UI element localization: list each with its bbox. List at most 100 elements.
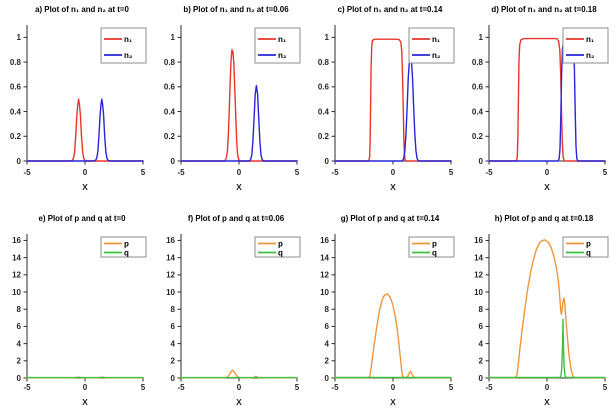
svg-text:8: 8 — [171, 305, 176, 314]
svg-text:5: 5 — [295, 383, 300, 392]
subplot-e-title: e) Plot of p and q at t=0 — [38, 214, 126, 223]
svg-text:0.8: 0.8 — [164, 58, 176, 67]
svg-text:0.2: 0.2 — [318, 132, 330, 141]
svg-text:p: p — [124, 239, 129, 248]
svg-text:1: 1 — [171, 33, 176, 42]
svg-text:10: 10 — [320, 288, 329, 297]
svg-text:-5: -5 — [177, 168, 185, 177]
subplot-b: b) Plot of n₁ and n₂ at t=0.06 -5 0 5 0 0.2 0… — [154, 0, 308, 209]
svg-text:0: 0 — [479, 374, 484, 383]
svg-text:0: 0 — [325, 374, 330, 383]
svg-text:4: 4 — [479, 339, 484, 348]
svg-text:0.4: 0.4 — [318, 107, 330, 116]
svg-text:6: 6 — [17, 322, 22, 331]
svg-text:-5: -5 — [331, 168, 339, 177]
svg-text:16: 16 — [12, 236, 21, 245]
svg-text:X: X — [82, 397, 88, 407]
svg-text:16: 16 — [320, 236, 329, 245]
svg-text:0: 0 — [545, 383, 550, 392]
subplot-c-title: c) Plot of n₁ and n₂ at t=0.14 — [337, 5, 443, 14]
svg-text:n₂: n₂ — [278, 51, 287, 60]
subplot-a: a) Plot of n₁ and n₂ at t=0 -5 0 5 0 0.2 0.4 0… — [0, 0, 154, 209]
svg-text:1: 1 — [17, 33, 22, 42]
svg-text:0.8: 0.8 — [318, 58, 330, 67]
svg-text:2: 2 — [171, 357, 176, 366]
svg-text:2: 2 — [17, 357, 22, 366]
subplot-f-title: f) Plot of p and q at t=0.06 — [187, 214, 285, 223]
svg-text:0: 0 — [237, 383, 242, 392]
subplot-h: h) Plot of p and q at t=0.18 -5 0 5 0 2 4 6 8 10… — [462, 209, 616, 417]
svg-text:0.6: 0.6 — [318, 83, 330, 92]
subplot-g-title: g) Plot of p and q at t=0.14 — [340, 214, 440, 223]
svg-text:X: X — [544, 397, 550, 407]
svg-text:0.8: 0.8 — [472, 58, 484, 67]
subplot-a-title: a) Plot of n₁ and n₂ at t=0 — [35, 5, 129, 14]
svg-text:q: q — [278, 248, 283, 257]
svg-text:0.2: 0.2 — [10, 132, 22, 141]
subplot-d-title: d) Plot of n₁ and n₂ at t=0.18 — [491, 5, 597, 14]
subplot-d: d) Plot of n₁ and n₂ at t=0.18 -5 0 5 0 0.2 0… — [462, 0, 616, 209]
svg-text:0: 0 — [17, 374, 22, 383]
svg-text:0.8: 0.8 — [10, 58, 22, 67]
svg-text:6: 6 — [171, 322, 176, 331]
svg-text:5: 5 — [603, 383, 608, 392]
svg-text:0.4: 0.4 — [10, 107, 22, 116]
svg-text:8: 8 — [325, 305, 330, 314]
svg-text:n₁: n₁ — [432, 35, 441, 44]
svg-text:0.4: 0.4 — [472, 107, 484, 116]
subplot-e: e) Plot of p and q at t=0 -5 0 5 0 2 4 6 8 10 12 1… — [0, 209, 154, 417]
svg-text:0.2: 0.2 — [164, 132, 176, 141]
svg-text:n₁: n₁ — [586, 35, 595, 44]
svg-text:0.4: 0.4 — [164, 107, 176, 116]
svg-text:4: 4 — [325, 339, 330, 348]
svg-text:0.6: 0.6 — [164, 83, 176, 92]
svg-text:12: 12 — [166, 271, 175, 280]
svg-text:0.2: 0.2 — [472, 132, 484, 141]
svg-text:n₂: n₂ — [432, 51, 441, 60]
svg-text:X: X — [390, 397, 396, 407]
svg-text:X: X — [236, 182, 242, 192]
svg-text:5: 5 — [449, 168, 454, 177]
svg-text:10: 10 — [474, 288, 483, 297]
svg-text:-5: -5 — [23, 383, 31, 392]
svg-text:5: 5 — [449, 383, 454, 392]
svg-text:6: 6 — [479, 322, 484, 331]
svg-text:14: 14 — [320, 253, 329, 262]
svg-text:n₂: n₂ — [124, 51, 133, 60]
svg-text:12: 12 — [12, 271, 21, 280]
subplot-c: c) Plot of n₁ and n₂ at t=0.14 -5 0 5 0 0.2 0… — [308, 0, 462, 209]
svg-text:4: 4 — [171, 339, 176, 348]
svg-text:5: 5 — [603, 168, 608, 177]
svg-text:12: 12 — [320, 271, 329, 280]
svg-text:0: 0 — [171, 374, 176, 383]
svg-text:0: 0 — [83, 168, 88, 177]
svg-text:16: 16 — [166, 236, 175, 245]
subplot-g: g) Plot of p and q at t=0.14 -5 0 5 0 2 4 6 8 10… — [308, 209, 462, 417]
subplot-h-title: h) Plot of p and q at t=0.18 — [494, 214, 594, 223]
svg-text:0: 0 — [83, 383, 88, 392]
subplot-f: f) Plot of p and q at t=0.06 -5 0 5 0 2 4 6 8 10… — [154, 209, 308, 417]
svg-text:q: q — [586, 248, 591, 257]
svg-text:n₁: n₁ — [278, 35, 287, 44]
svg-text:X: X — [236, 397, 242, 407]
subplot-b-title: b) Plot of n₁ and n₂ at t=0.06 — [183, 5, 289, 14]
svg-text:-5: -5 — [485, 168, 493, 177]
svg-text:5: 5 — [141, 383, 146, 392]
svg-text:X: X — [544, 182, 550, 192]
svg-text:0: 0 — [391, 168, 396, 177]
svg-text:8: 8 — [17, 305, 22, 314]
svg-text:8: 8 — [479, 305, 484, 314]
svg-text:X: X — [82, 182, 88, 192]
svg-text:14: 14 — [12, 253, 21, 262]
svg-text:0.6: 0.6 — [472, 83, 484, 92]
svg-text:X: X — [390, 182, 396, 192]
svg-text:0: 0 — [545, 168, 550, 177]
svg-text:5: 5 — [141, 168, 146, 177]
